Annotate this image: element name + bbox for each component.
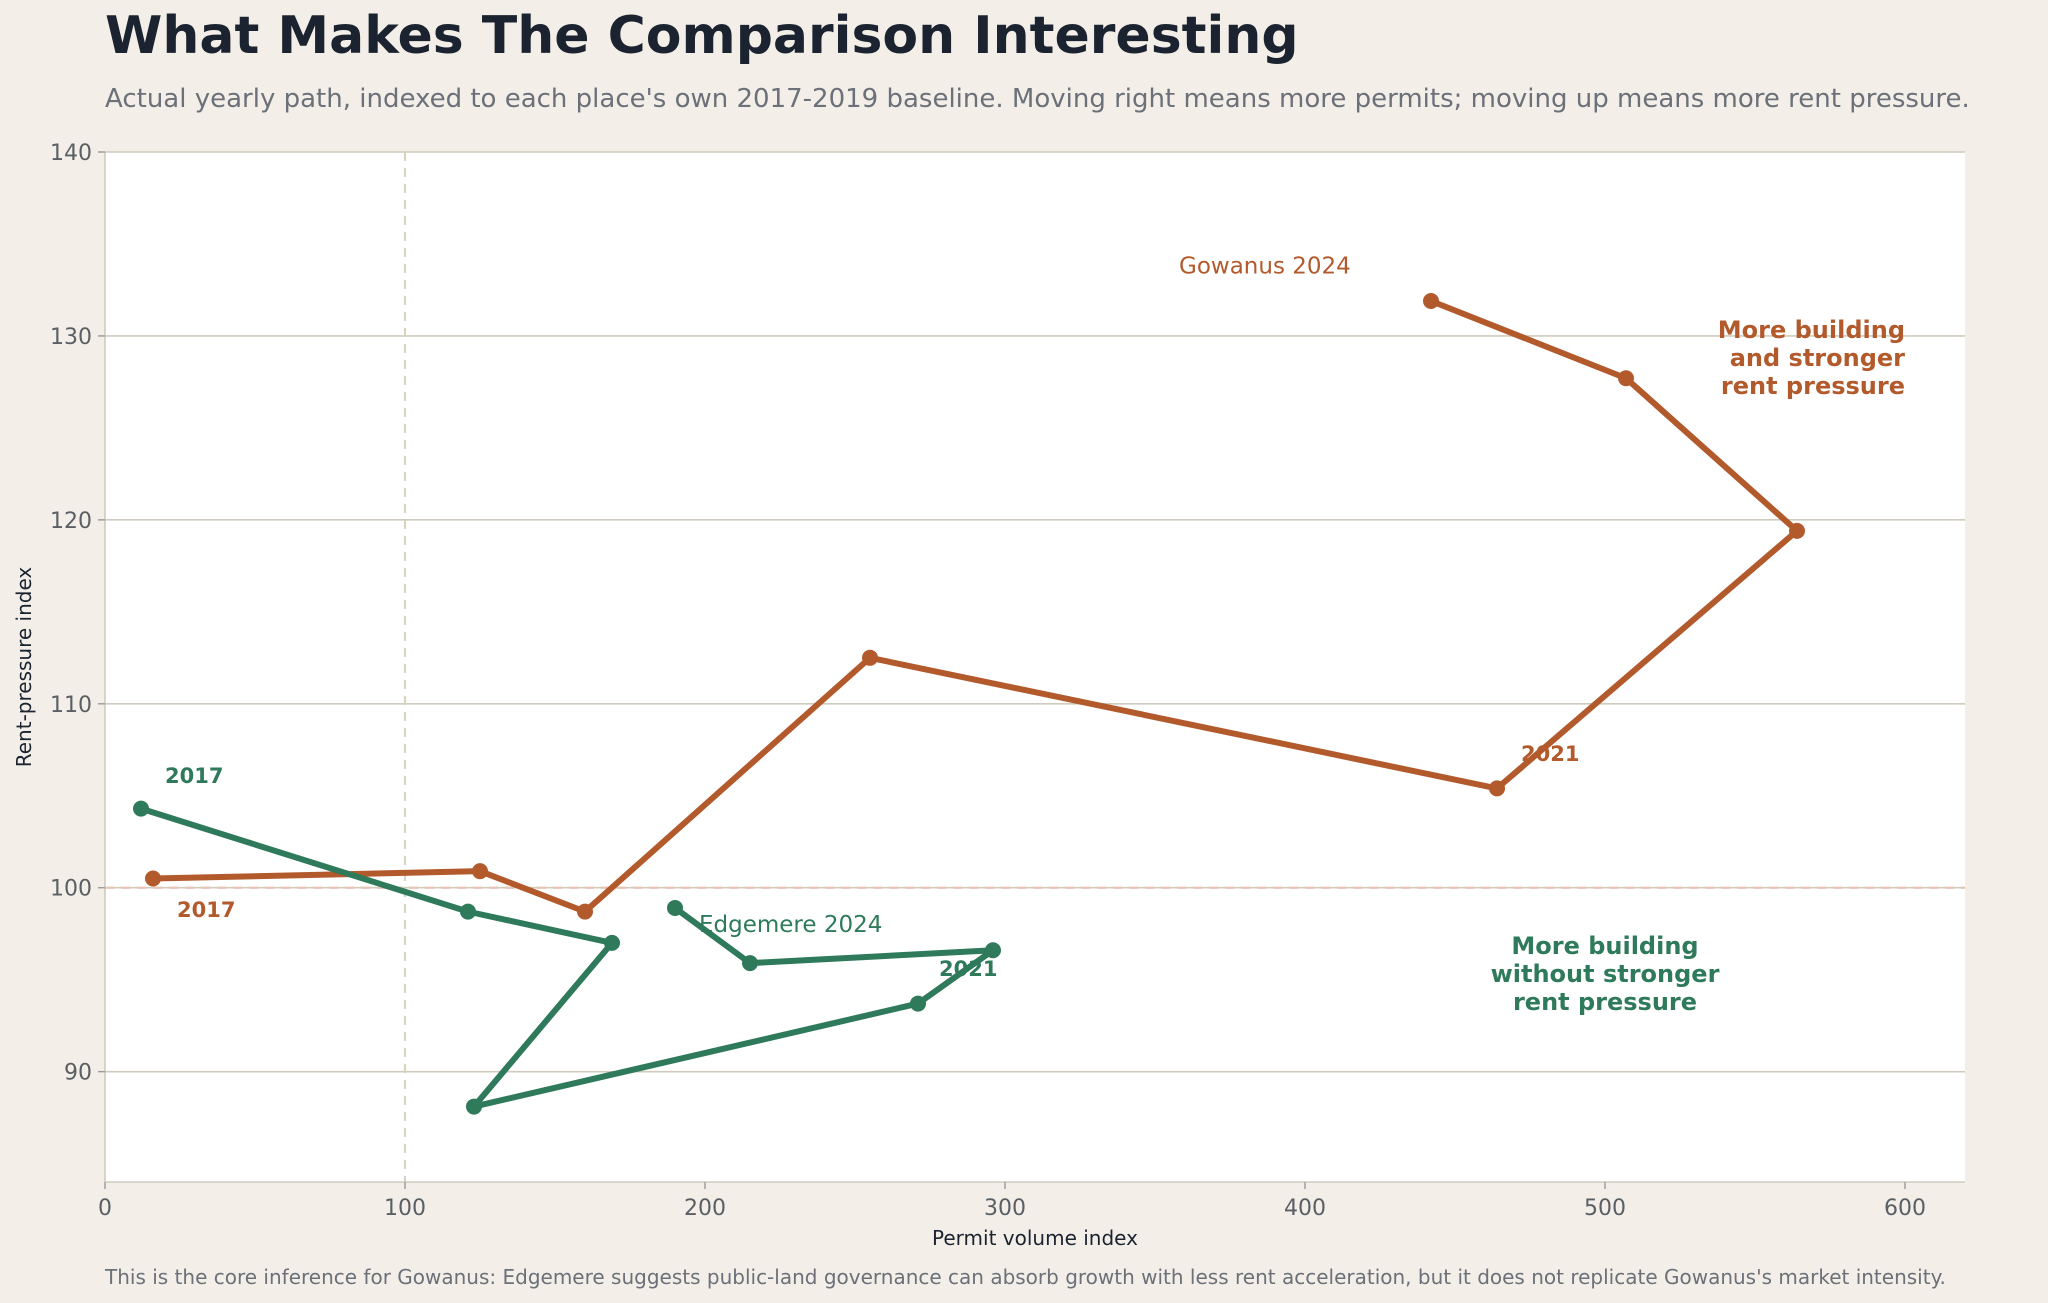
annotation-line: More building: [1718, 316, 1905, 344]
point-label: Edgemere 2024: [699, 912, 882, 938]
series-paths: [133, 292, 1805, 1115]
annotation-line: without stronger: [1491, 960, 1720, 988]
y-tick-label: 100: [50, 877, 92, 902]
series-line-edgemere: [138, 805, 996, 1110]
data-point-gowanus: [1618, 370, 1634, 387]
series-line-gowanus: [150, 297, 1800, 915]
point-label: 2017: [165, 764, 223, 788]
point-label: 2021: [939, 957, 997, 981]
chart-subtitle: Actual yearly path, indexed to each plac…: [105, 84, 1970, 114]
y-tick-label: 130: [50, 325, 92, 350]
grid-lines: [105, 151, 1965, 1073]
annotation-line: More building: [1511, 932, 1698, 960]
data-point-edgemere: [910, 995, 926, 1012]
data-point-edgemere: [742, 955, 758, 972]
data-point-edgemere: [133, 800, 149, 817]
annotation-line: and stronger: [1730, 344, 1905, 372]
reference-lines: [105, 152, 1965, 1182]
data-point-gowanus: [145, 870, 161, 887]
data-point-gowanus: [862, 649, 878, 666]
x-tick-label: 100: [384, 1196, 426, 1221]
x-tick-label: 300: [984, 1196, 1026, 1221]
data-point-edgemere: [466, 1098, 482, 1115]
plot-area: [105, 152, 1965, 1182]
data-point-edgemere: [604, 934, 620, 951]
x-tick-label: 200: [684, 1196, 726, 1221]
axes: 0 100 200 300 400 500 600 90 100 110 120 130 140: [50, 141, 1965, 1221]
y-tick-label: 110: [50, 693, 92, 718]
y-tick-label: 90: [64, 1061, 92, 1086]
x-tick-label: 500: [1584, 1196, 1626, 1221]
x-axis-label: Permit volume index: [932, 1226, 1138, 1250]
x-tick-label: 400: [1284, 1196, 1326, 1221]
point-label: Gowanus 2024: [1179, 253, 1351, 279]
chart-title: What Makes The Comparison Interesting: [105, 6, 1299, 66]
point-labels: 2017 2017 2021 2021 Gowanus 2024 Edgemere 202…: [165, 253, 1579, 981]
y-tick-label: 140: [50, 141, 92, 166]
data-point-edgemere: [985, 942, 1001, 959]
data-point-gowanus: [1789, 522, 1805, 539]
x-tick-label: 600: [1884, 1196, 1926, 1221]
data-point-gowanus: [472, 863, 488, 880]
annotation-line: rent pressure: [1513, 988, 1697, 1016]
data-point-gowanus: [1489, 780, 1505, 797]
chart-footnote: This is the core inference for Gowanus: …: [105, 1265, 1946, 1289]
data-point-gowanus: [1423, 292, 1439, 309]
x-tick-label: 0: [98, 1196, 112, 1221]
annotation-line: rent pressure: [1721, 372, 1905, 400]
point-label: 2021: [1521, 742, 1579, 766]
data-point-edgemere: [460, 903, 476, 920]
point-label: 2017: [177, 898, 235, 922]
data-point-edgemere: [667, 899, 683, 916]
y-axis-label: Rent-pressure index: [12, 567, 36, 768]
y-tick-label: 120: [50, 509, 92, 534]
data-point-gowanus: [577, 903, 593, 920]
